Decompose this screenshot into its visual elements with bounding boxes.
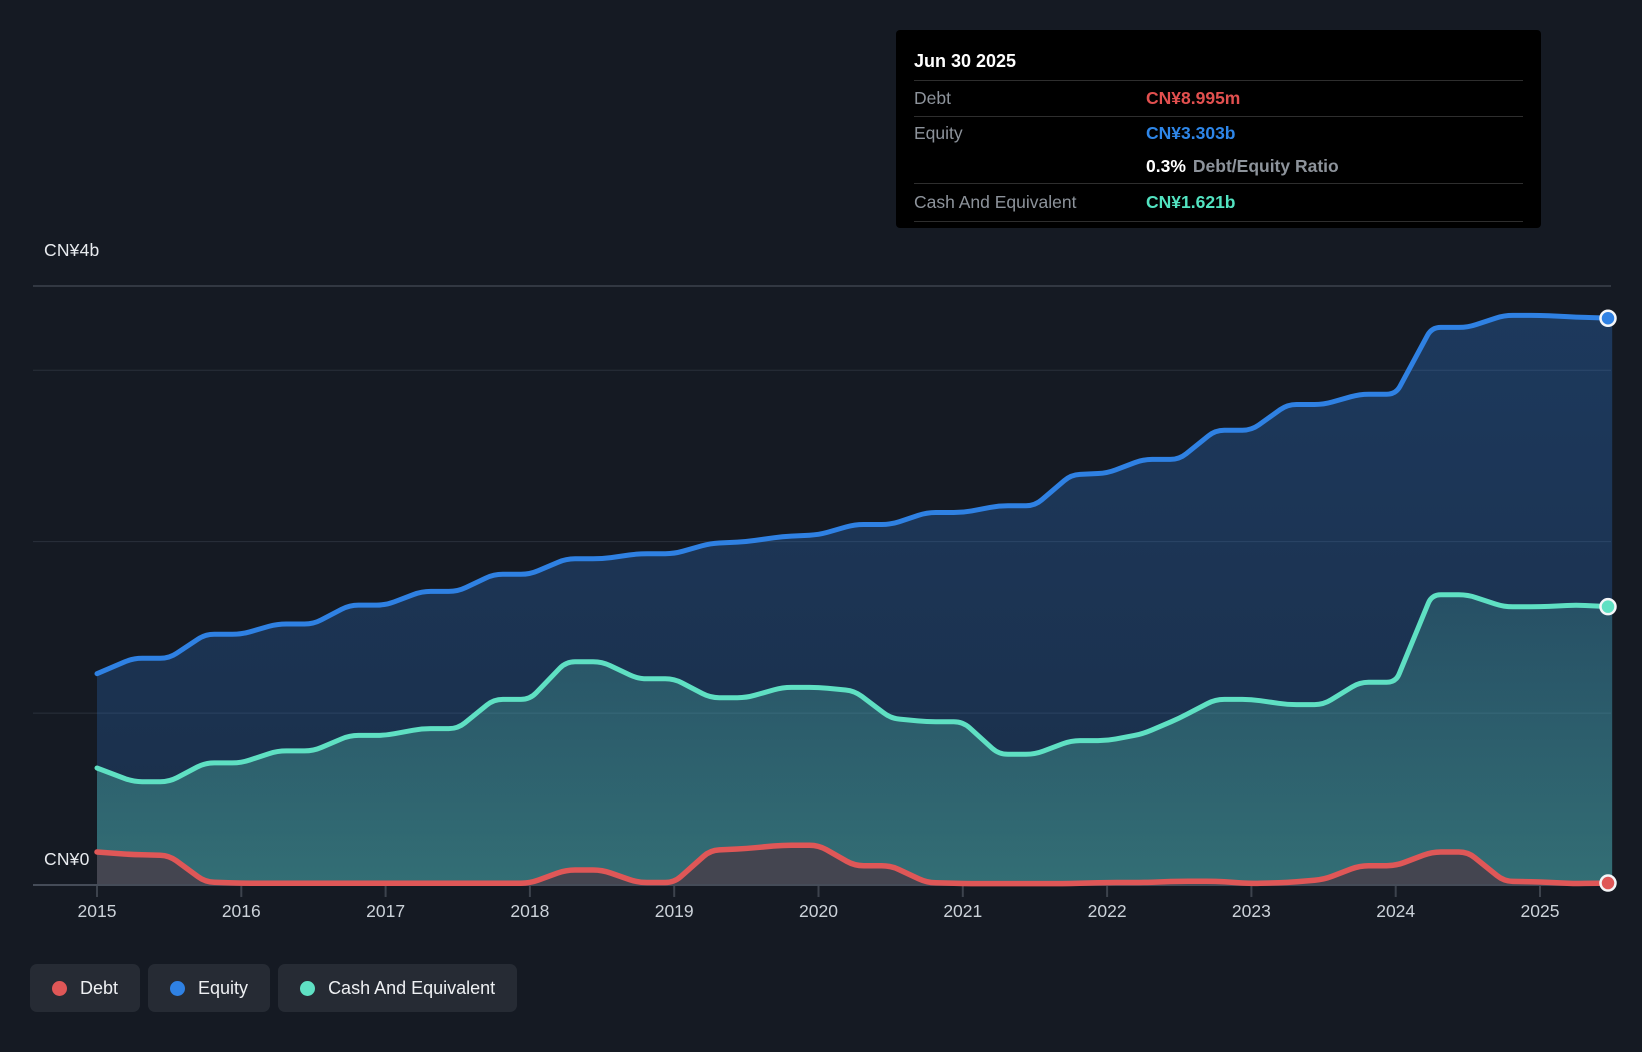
tooltip-debt-label: Debt <box>914 88 951 108</box>
tooltip-row-equity: Equity CN¥3.303b <box>914 116 1523 150</box>
legend-cash-label: Cash And Equivalent <box>328 977 496 998</box>
tooltip-row-debt: Debt CN¥8.995m <box>914 80 1523 116</box>
tooltip-date: Jun 30 2025 <box>914 50 1017 71</box>
x-axis-tick-label: 2024 <box>1376 901 1416 921</box>
tooltip-cash-value: CN¥1.621b <box>1146 192 1236 212</box>
chart-legend: Debt Equity Cash And Equivalent <box>30 964 518 1012</box>
debt-dot-icon <box>52 980 67 996</box>
tooltip-row-ratio: 0.3% Debt/Equity Ratio <box>914 150 1523 183</box>
tooltip-ratio-label: Debt/Equity Ratio <box>1192 156 1339 176</box>
debt-end-marker <box>1599 874 1617 892</box>
x-axis-tick-label: 2025 <box>1520 901 1560 921</box>
x-axis-tick-label: 2017 <box>366 901 406 921</box>
x-axis-tick-label: 2021 <box>943 901 983 921</box>
tooltip-ratio-value: 0.3% <box>1146 156 1186 176</box>
x-axis-tick-label: 2015 <box>77 901 117 921</box>
cash-dot-icon <box>300 980 316 996</box>
equity-line <box>94 312 1615 677</box>
y-axis-label-zero: CN¥0 <box>44 849 90 869</box>
x-axis-tick-label: 2023 <box>1231 901 1271 921</box>
equity-end-marker <box>1599 309 1617 328</box>
cash-area <box>97 594 1613 885</box>
equity-dot-icon <box>170 980 186 996</box>
tooltip-cash-label: Cash And Equivalent <box>914 192 1077 212</box>
tooltip-row-cash: Cash And Equivalent CN¥1.621b <box>914 183 1523 221</box>
tooltip-equity-value: CN¥3.303b <box>1146 123 1236 143</box>
x-axis-tick-label: 2022 <box>1087 901 1127 921</box>
x-axis-tick-label: 2020 <box>799 901 838 921</box>
x-axis-tick-label: 2019 <box>654 901 694 921</box>
legend-item-debt[interactable]: Debt <box>30 964 141 1012</box>
legend-equity-label: Equity <box>198 977 249 998</box>
y-axis-label-max: CN¥4b <box>44 240 100 260</box>
cash-and-equivalent-end-marker <box>1599 597 1617 616</box>
tooltip-equity-label: Equity <box>914 123 963 143</box>
cash-line <box>94 592 1615 785</box>
tooltip-debt-value: CN¥8.995m <box>1146 88 1241 108</box>
legend-debt-label: Debt <box>80 977 119 998</box>
legend-item-equity[interactable]: Equity <box>148 964 271 1012</box>
x-axis-tick-label: 2016 <box>221 901 261 921</box>
chart-tooltip: Jun 30 2025 Debt CN¥8.995m Equity CN¥3.3… <box>896 30 1541 228</box>
x-axis-tick-label: 2018 <box>510 901 550 921</box>
debt-line <box>94 842 1615 887</box>
legend-item-cash[interactable]: Cash And Equivalent <box>278 964 518 1012</box>
